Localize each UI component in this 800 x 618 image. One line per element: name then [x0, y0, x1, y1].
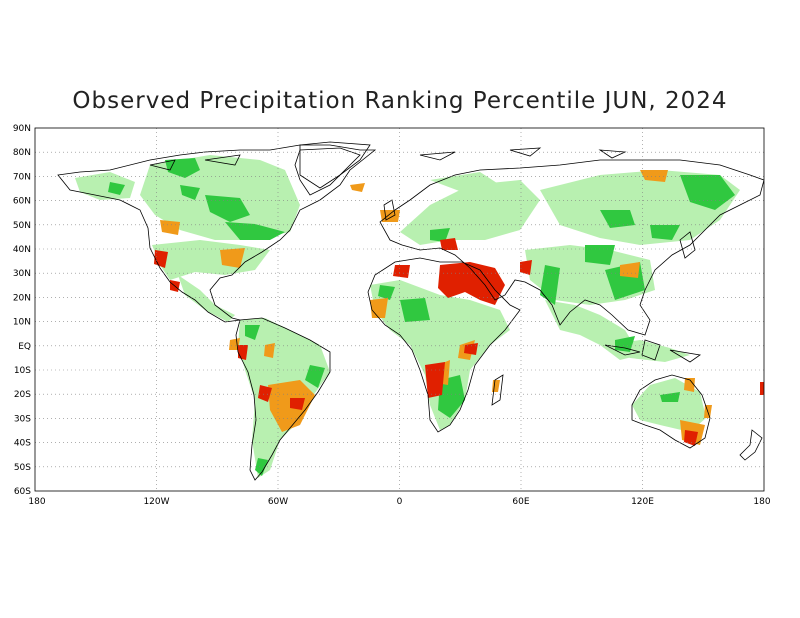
lon-tick-label: 60W — [268, 497, 288, 507]
lat-tick-label: 70N — [13, 172, 31, 182]
map-title: Observed Precipitation Ranking Percentil… — [72, 88, 728, 114]
lat-tick-label: 10S — [14, 366, 31, 376]
lon-tick-label: 0 — [397, 497, 403, 507]
lat-tick-label: 40N — [13, 245, 31, 255]
lon-tick-labels: 180 120W 60W 0 60E 120E 180 — [28, 497, 770, 507]
lat-tick-labels: 90N 80N 70N 60N 50N 40N 30N 20N 10N EQ 1… — [13, 124, 31, 497]
lat-tick-label: 60S — [14, 487, 31, 497]
lat-tick-label: EQ — [18, 342, 31, 352]
lon-tick-label: 120W — [143, 497, 169, 507]
lat-tick-label: 20S — [14, 390, 31, 400]
coastlines — [57, 141, 764, 481]
lon-tick-label: 120E — [631, 497, 654, 507]
gridlines — [35, 128, 764, 491]
lat-tick-label: 80N — [13, 148, 31, 158]
lat-tick-label: 30N — [13, 269, 31, 279]
lat-tick-label: 30S — [14, 414, 31, 424]
map-area — [35, 128, 764, 491]
lat-tick-label: 20N — [13, 293, 31, 303]
lon-tick-label: 60E — [512, 497, 529, 507]
map-frame — [34, 127, 765, 492]
very-wet-regions — [108, 158, 735, 476]
lat-tick-label: 60N — [13, 197, 31, 207]
lat-tick-label: 40S — [14, 439, 31, 449]
lat-tick-label: 10N — [13, 318, 31, 328]
very-dry-regions — [154, 238, 764, 446]
lat-tick-label: 50N — [13, 221, 31, 231]
lat-tick-label: 90N — [13, 124, 31, 134]
lat-tick-label: 50S — [14, 463, 31, 473]
lon-tick-label: 180 — [753, 497, 770, 507]
lon-tick-label: 180 — [28, 497, 45, 507]
